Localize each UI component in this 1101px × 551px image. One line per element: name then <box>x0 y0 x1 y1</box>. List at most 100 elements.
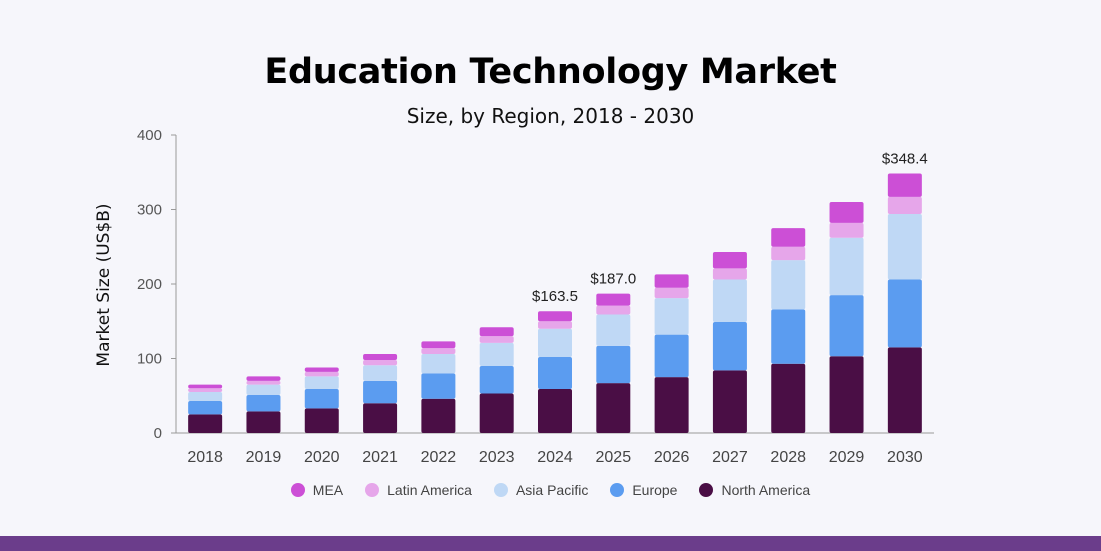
x-tick-label: 2019 <box>246 449 282 466</box>
bar-europe-2024 <box>538 357 572 390</box>
bar-europe-2018 <box>188 400 223 415</box>
bar-europe-2020 <box>304 389 339 409</box>
legend-item-mea: MEA <box>290 482 344 498</box>
bar-latin-america-2026 <box>654 287 689 299</box>
bar-latin-america-2029 <box>829 222 864 238</box>
bar-asia-pacific-2029 <box>829 237 864 296</box>
bar-europe-2023 <box>479 365 514 394</box>
bar-latin-america-2020 <box>304 371 339 377</box>
bar-asia-pacific-2022 <box>421 354 456 374</box>
bar-europe-2025 <box>596 345 631 384</box>
legend-swatch <box>290 483 305 497</box>
bar-latin-america-2027 <box>712 268 747 280</box>
x-tick-label: 2026 <box>654 449 690 466</box>
chart-title: Education Technology Market <box>264 52 837 92</box>
legend-item-latin-america: Latin America <box>365 482 472 498</box>
x-tick-label: 2024 <box>537 449 573 466</box>
total-label-2024: $163.5 <box>532 288 578 305</box>
bar-latin-america-2025 <box>596 305 631 315</box>
bar-north-america-2021 <box>363 403 398 433</box>
bar-europe-2022 <box>421 373 456 399</box>
bar-europe-2029 <box>829 295 864 357</box>
bar-latin-america-2022 <box>421 348 456 355</box>
bar-mea-2021 <box>363 354 398 360</box>
x-tick-label: 2022 <box>421 449 457 466</box>
bar-europe-2028 <box>771 309 806 364</box>
bar-europe-2021 <box>363 380 398 404</box>
legend-label: Latin America <box>387 482 472 498</box>
bar-mea-2030 <box>887 173 922 197</box>
legend-item-europe: Europe <box>610 482 677 498</box>
x-tick-label: 2021 <box>362 449 398 466</box>
x-tick-label: 2027 <box>712 449 748 466</box>
bar-latin-america-2018 <box>188 388 223 393</box>
bar-latin-america-2019 <box>246 380 281 385</box>
x-tick-label: 2018 <box>187 449 223 466</box>
legend-swatch <box>493 483 508 497</box>
bar-latin-america-2028 <box>771 246 806 261</box>
y-tick-label: 200 <box>137 276 162 293</box>
bar-asia-pacific-2028 <box>771 260 806 310</box>
bar-mea-2022 <box>421 341 456 349</box>
legend-swatch <box>610 483 625 497</box>
bar-mea-2024 <box>538 311 572 322</box>
total-label-2030: $348.4 <box>882 150 928 167</box>
x-tick-label: 2023 <box>479 449 515 466</box>
bar-asia-pacific-2023 <box>479 342 514 366</box>
bar-asia-pacific-2025 <box>596 314 631 346</box>
bar-latin-america-2024 <box>538 321 572 329</box>
bar-north-america-2026 <box>654 377 689 433</box>
bar-north-america-2023 <box>479 393 514 433</box>
bar-north-america-2027 <box>712 370 747 433</box>
bar-north-america-2018 <box>188 414 223 433</box>
chart-subtitle: Size, by Region, 2018 - 2030 <box>406 104 695 128</box>
bottom-accent-bar <box>0 536 1101 551</box>
bar-north-america-2025 <box>596 383 631 433</box>
bar-north-america-2024 <box>538 389 572 433</box>
y-tick-label: 0 <box>154 425 162 442</box>
legend-label: North America <box>721 482 811 498</box>
bar-asia-pacific-2030 <box>887 213 922 280</box>
chart-legend: MEA Latin America Asia Pacific Europe North … <box>0 482 1101 498</box>
y-tick-label: 300 <box>137 202 162 219</box>
bar-north-america-2029 <box>829 356 864 433</box>
legend-item-north-america: North America <box>699 482 810 498</box>
bar-asia-pacific-2020 <box>304 376 339 390</box>
bar-asia-pacific-2027 <box>712 279 747 322</box>
bar-mea-2029 <box>829 202 864 223</box>
y-axis-title: Market Size (US$B) <box>94 203 114 366</box>
legend-label: MEA <box>312 482 344 498</box>
bar-mea-2028 <box>771 228 806 247</box>
bar-europe-2026 <box>654 334 689 378</box>
bar-north-america-2030 <box>887 347 922 433</box>
bar-mea-2025 <box>596 293 631 306</box>
bar-asia-pacific-2018 <box>188 392 223 401</box>
bar-latin-america-2030 <box>887 196 922 214</box>
bar-europe-2019 <box>246 395 281 412</box>
bar-latin-america-2021 <box>363 359 398 366</box>
bar-mea-2019 <box>246 376 281 381</box>
bar-north-america-2019 <box>246 411 281 433</box>
bar-asia-pacific-2019 <box>246 384 281 396</box>
bar-europe-2027 <box>712 321 747 371</box>
bar-north-america-2022 <box>421 398 456 433</box>
legend-label: Asia Pacific <box>515 482 589 498</box>
legend-item-asia-pacific: Asia Pacific <box>493 482 589 498</box>
bar-mea-2026 <box>654 274 689 288</box>
legend-label: Europe <box>632 482 678 498</box>
bar-asia-pacific-2026 <box>654 298 689 335</box>
bar-latin-america-2023 <box>479 336 514 343</box>
y-tick-label: 400 <box>137 127 162 144</box>
y-tick-label: 100 <box>137 351 162 368</box>
bar-mea-2027 <box>712 251 747 269</box>
legend-swatch <box>365 483 380 497</box>
bar-asia-pacific-2021 <box>363 365 398 381</box>
bar-mea-2023 <box>479 327 514 337</box>
bar-north-america-2020 <box>304 408 339 433</box>
x-tick-label: 2020 <box>304 449 340 466</box>
bar-europe-2030 <box>887 279 922 348</box>
x-tick-label: 2029 <box>829 449 865 466</box>
bar-mea-2020 <box>304 367 339 372</box>
bar-mea-2018 <box>188 384 223 389</box>
